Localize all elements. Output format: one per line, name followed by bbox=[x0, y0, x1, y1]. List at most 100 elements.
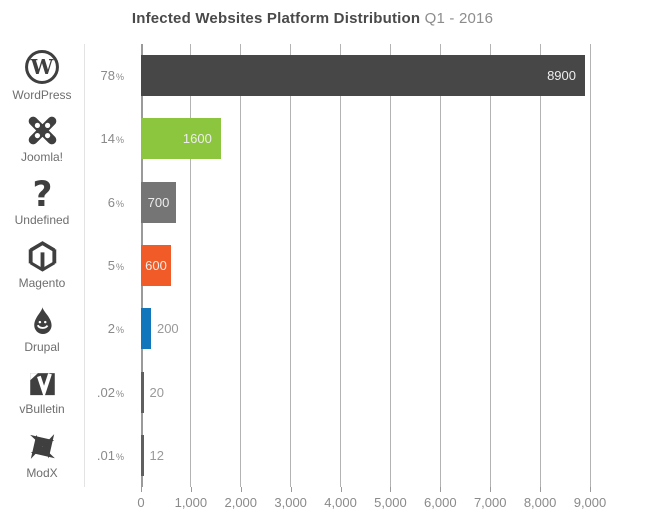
bar-wordpress: 8900 bbox=[141, 55, 585, 97]
percent-value: 14 bbox=[100, 131, 115, 147]
x-axis-label: 3,000 bbox=[274, 495, 307, 510]
bar-value-label: 600 bbox=[145, 257, 167, 273]
axis-tick bbox=[340, 487, 342, 492]
percent-value: 2 bbox=[107, 321, 115, 337]
x-axis-label: 1,000 bbox=[174, 495, 208, 510]
category-label: vBulletin bbox=[19, 402, 65, 417]
percent-drupal: 2% bbox=[85, 297, 141, 360]
category-label: Joomla! bbox=[20, 149, 64, 164]
category-undefined: ? Undefined bbox=[0, 171, 84, 234]
magento-icon bbox=[28, 241, 56, 273]
category-joomla: Joomla! bbox=[0, 107, 84, 170]
category-wordpress: W WordPress bbox=[0, 44, 84, 107]
x-axis-label: 8,000 bbox=[523, 495, 557, 510]
drupal-icon bbox=[33, 306, 52, 334]
category-label: ModX bbox=[26, 466, 58, 481]
chart-title-suffix: Q1 - 2016 bbox=[424, 10, 494, 27]
bars-container: 8900 1600 700 600 200 20 bbox=[141, 44, 590, 487]
axis-tick bbox=[390, 487, 392, 492]
axis-tick bbox=[590, 487, 591, 492]
bar-joomla: 1600 bbox=[141, 118, 221, 160]
bar-value-label: 200 bbox=[156, 321, 179, 337]
percent-sign: % bbox=[115, 72, 124, 83]
axis-tick bbox=[190, 487, 192, 492]
wordpress-icon: W bbox=[25, 50, 59, 85]
x-axis-label: 7,000 bbox=[473, 495, 507, 510]
category-label: WordPress bbox=[12, 88, 72, 103]
vbulletin-icon bbox=[29, 373, 55, 399]
bar-magento: 600 bbox=[141, 244, 171, 286]
percent-value: 5 bbox=[107, 257, 115, 273]
bar-row-undefined: 700 bbox=[141, 171, 590, 234]
percent-sign: % bbox=[115, 451, 124, 462]
category-label: Drupal bbox=[24, 339, 60, 354]
svg-text:?: ? bbox=[32, 177, 52, 210]
percent-joomla: 14% bbox=[85, 107, 141, 170]
percent-magento: 5% bbox=[85, 234, 141, 297]
gridline bbox=[489, 44, 491, 487]
category-vbulletin: vBulletin bbox=[0, 360, 84, 423]
gridline bbox=[539, 44, 541, 487]
axis-tick bbox=[240, 487, 242, 492]
percent-sign: % bbox=[115, 325, 124, 336]
gridline bbox=[190, 44, 192, 487]
gridline bbox=[439, 44, 441, 487]
percent-undefined: 6% bbox=[85, 171, 141, 234]
x-axis: 0 1,000 2,000 3,000 4,000 5,000 6,000 7,000 8,00… bbox=[137, 487, 606, 523]
category-modx: ModX bbox=[0, 424, 84, 487]
bar-undefined: 700 bbox=[141, 181, 176, 223]
percent-value: .01 bbox=[96, 447, 115, 463]
category-column: W WordPress Joomla! ? bbox=[0, 44, 84, 487]
question-mark-icon: ? bbox=[32, 177, 52, 210]
svg-text:W: W bbox=[30, 55, 54, 79]
bar-drupal bbox=[141, 308, 151, 350]
category-label: Undefined bbox=[14, 213, 70, 228]
bar-value-label: 12 bbox=[149, 447, 164, 463]
percent-sign: % bbox=[115, 261, 124, 272]
category-drupal: Drupal bbox=[0, 297, 84, 360]
gridline bbox=[589, 44, 591, 487]
gridline bbox=[290, 44, 292, 487]
bar-value-label: 8900 bbox=[547, 68, 576, 84]
bar-row-joomla: 1600 bbox=[141, 107, 590, 170]
category-magento: Magento bbox=[0, 234, 84, 297]
x-axis-label: 4,000 bbox=[324, 495, 357, 510]
x-axis-label: 6,000 bbox=[424, 495, 457, 510]
percent-vbulletin: .02% bbox=[85, 360, 141, 423]
percent-sign: % bbox=[115, 135, 124, 146]
bar-row-modx: 12 bbox=[141, 424, 590, 487]
bar-vbulletin bbox=[141, 371, 144, 413]
bar-row-magento: 600 bbox=[141, 234, 590, 297]
chart-title-main: Infected Websites Platform Distribution bbox=[131, 10, 421, 27]
joomla-icon bbox=[28, 116, 56, 145]
modx-icon bbox=[29, 434, 55, 460]
plot-area: 8900 1600 700 600 200 20 bbox=[141, 44, 591, 487]
percent-modx: .01% bbox=[85, 424, 141, 487]
x-axis-label: 2,000 bbox=[224, 495, 258, 510]
percent-wordpress: 78% bbox=[85, 44, 141, 107]
x-axis-label: 0 bbox=[137, 495, 145, 510]
chart-title: Infected Websites Platform Distribution … bbox=[0, 10, 625, 27]
axis-tick bbox=[540, 487, 542, 492]
bar-value-label: 1600 bbox=[182, 131, 212, 147]
gridline bbox=[340, 44, 342, 487]
bar-value-label: 700 bbox=[147, 194, 170, 210]
axis-tick bbox=[141, 487, 142, 492]
percent-value: 78 bbox=[100, 68, 115, 84]
bar-value-label: 20 bbox=[149, 384, 164, 400]
bar-modx bbox=[141, 434, 144, 476]
percent-column: 78% 14% 6% 5% 2% .02% .01% bbox=[84, 44, 141, 487]
gridline bbox=[389, 44, 391, 487]
axis-tick bbox=[440, 487, 442, 492]
x-axis-label: 9,000 bbox=[573, 495, 607, 510]
bar-row-drupal: 200 bbox=[141, 297, 590, 360]
gridline bbox=[240, 44, 242, 487]
category-label: Magento bbox=[18, 276, 66, 291]
percent-sign: % bbox=[115, 198, 124, 209]
x-axis-label: 5,000 bbox=[374, 495, 407, 510]
axis-tick bbox=[490, 487, 492, 492]
bar-row-wordpress: 8900 bbox=[141, 44, 590, 107]
percent-value: .02 bbox=[96, 384, 115, 400]
bar-row-vbulletin: 20 bbox=[141, 360, 590, 423]
